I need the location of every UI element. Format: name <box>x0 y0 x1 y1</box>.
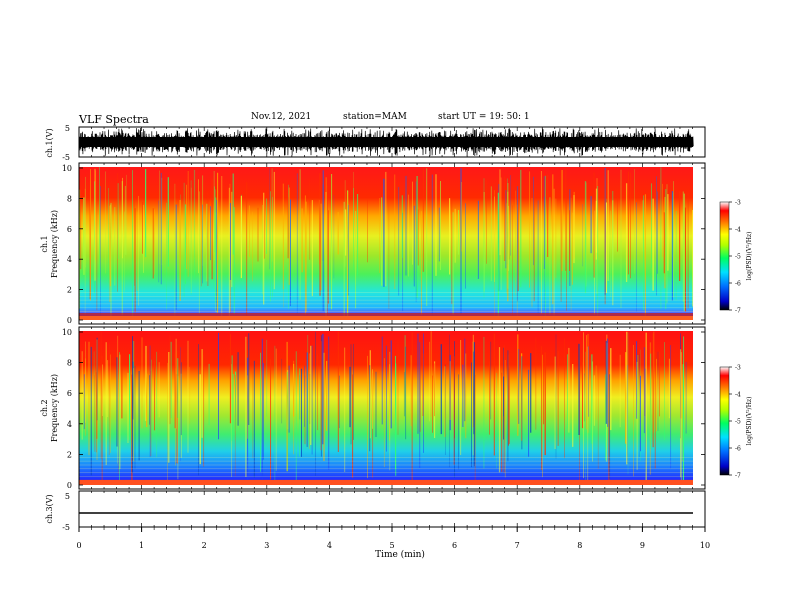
ch1-lowfreq-line <box>79 313 693 316</box>
freq-tick-label: 10 <box>62 328 72 337</box>
colorbar-tick-label: -5 <box>735 254 741 261</box>
colorbar-tick-label: -6 <box>735 446 741 453</box>
x-tick-label: 2 <box>202 541 207 550</box>
colorbar-tick-label: -3 <box>735 365 741 372</box>
panel-minute-ticks <box>78 127 706 527</box>
start-ut-label: start UT = 19: 50: 1 <box>438 112 530 122</box>
freq-tick-label: 6 <box>67 225 72 234</box>
ch2-bottom-band <box>79 480 693 485</box>
ch3-ytick-bottom: -5 <box>62 523 70 532</box>
colorbar-tick-label: -7 <box>735 308 741 315</box>
x-tick-label: 1 <box>139 541 144 550</box>
figure-title: VLF Spectra <box>79 113 149 126</box>
x-tick-label: 5 <box>389 541 394 550</box>
station-label: station=MAM <box>343 112 407 122</box>
ch3-waveform-panel: 5 -5 ch.3(V) <box>45 490 706 532</box>
ch2-colorbar-gradient <box>719 366 730 476</box>
freq-tick-label: 0 <box>67 316 72 325</box>
ch2-colorbar: -3 -4 -5 -6 -7 log(PSD)(V²/Hz) <box>719 365 753 480</box>
colorbar-tick-label: -7 <box>735 473 741 480</box>
ch1-wave-core <box>79 137 693 147</box>
ch2-spectrogram-streaks <box>79 331 693 485</box>
ch1-ytick-bottom: -5 <box>62 153 70 162</box>
x-tick-label: 10 <box>700 541 710 550</box>
ch2-freq-label: Frequency (kHz) <box>50 374 59 442</box>
ch3-waveform-frame <box>78 490 706 528</box>
x-tick-label: 0 <box>76 541 81 550</box>
ch1-ylabel: ch.1(V) <box>45 128 54 157</box>
ch2-spectrogram-panel: 0 2 4 6 8 10 ch.2 Frequency (kHz) <box>40 326 706 490</box>
ch1-freq-label: Frequency (kHz) <box>50 210 59 278</box>
freq-tick-label: 4 <box>67 255 72 264</box>
colorbar-tick-label: -6 <box>735 281 741 288</box>
ch1-colorbar-gradient <box>719 201 730 311</box>
freq-tick-label: 8 <box>67 359 72 368</box>
x-tick-label: 4 <box>327 541 332 550</box>
ch2-channel-label: ch.2 <box>40 399 49 416</box>
x-tick-label: 7 <box>515 541 520 550</box>
ch1-waveform-panel: 5 -5 ch.1(V) <box>45 124 706 162</box>
ch2-colorbar-ticks: -3 -4 -5 -6 -7 <box>729 365 741 480</box>
time-axis: 0 1 2 3 4 5 6 7 8 9 10 <box>76 527 710 550</box>
ch1-ytick-top: 5 <box>65 124 70 133</box>
ch1-colorbar-ticks: -3 -4 -5 -6 -7 <box>729 200 741 315</box>
freq-tick-label: 10 <box>62 164 72 173</box>
freq-tick-label: 0 <box>67 481 72 490</box>
date-label: Nov.12, 2021 <box>251 112 312 122</box>
ch2-colorbar-label: log(PSD)(V²/Hz) <box>746 397 753 446</box>
x-tick-label: 3 <box>264 541 269 550</box>
colorbar-tick-label: -5 <box>735 419 741 426</box>
ch1-channel-label: ch.1 <box>40 235 49 252</box>
ch1-freq-ticks: 0 2 4 6 8 10 <box>62 164 705 325</box>
ch1-colorbar-label: log(PSD)(V²/Hz) <box>746 232 753 281</box>
ch3-ytick-top: 5 <box>65 492 70 501</box>
colorbar-tick-label: -3 <box>735 200 741 207</box>
ch1-colorbar: -3 -4 -5 -6 -7 log(PSD)(V²/Hz) <box>719 200 753 315</box>
ch2-freq-ticks: 0 2 4 6 8 10 <box>62 328 705 490</box>
colorbar-tick-label: -4 <box>735 227 741 234</box>
x-tick-label: 8 <box>577 541 582 550</box>
x-tick-label: 6 <box>452 541 457 550</box>
ch1-spectrogram-panel: 0 2 4 6 8 10 ch.1 Frequency (kHz) <box>40 162 706 325</box>
freq-tick-label: 6 <box>67 389 72 398</box>
ch3-ylabel: ch.3(V) <box>45 494 54 523</box>
freq-tick-label: 2 <box>67 286 72 295</box>
freq-tick-label: 8 <box>67 194 72 203</box>
x-tick-label: 9 <box>640 541 645 550</box>
time-axis-label: Time (min) <box>375 549 425 560</box>
colorbar-tick-label: -4 <box>735 392 741 399</box>
ch1-waveform-trace <box>78 127 694 157</box>
freq-tick-label: 2 <box>67 450 72 459</box>
ch1-bottom-band <box>79 316 693 320</box>
ch1-spectrogram-streaks <box>78 167 694 320</box>
freq-tick-label: 4 <box>67 420 72 429</box>
